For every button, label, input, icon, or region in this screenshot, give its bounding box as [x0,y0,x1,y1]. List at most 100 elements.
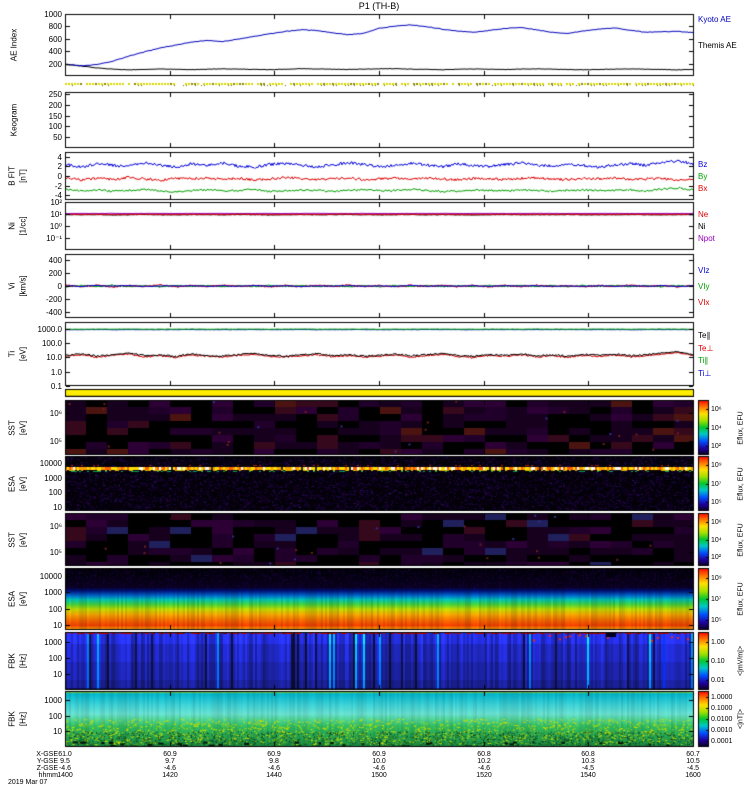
footer-value: 9.8 [269,758,279,765]
keogram-y-tick-label: 250 [48,90,62,99]
ti-y-tick-label: 1000.0 [37,325,62,334]
date-label: 2019 Mar 07 [8,779,48,786]
legend-ni-1: Ni [698,222,706,231]
footer-value: 60.9 [267,751,281,758]
fbk-e-colorbar-tick: 0.10 [711,658,725,665]
footer-value: 1540 [580,772,596,779]
footer-row-label: X-GSE [36,751,58,758]
fbk-e-y-tick-label: 1000 [44,638,62,647]
sst-elec-y-tick-label: 10⁵ [49,548,62,557]
esa-elec-colorbar-tick: 10⁷ [711,596,722,603]
footer-value: 60.7 [686,751,700,758]
footer-value: 10.3 [581,758,595,765]
fbk-e-colorbar-label: <|mV/m|> [737,645,745,677]
fbk-e-colorbar-tick: 0.01 [711,677,725,684]
sst-elec-colorbar-tick: 10⁴ [711,537,722,544]
sst-ion-y-tick-label: 10⁶ [49,409,62,418]
footer-value: -4.6 [477,765,491,772]
footer-value: 9.5 [60,758,70,765]
sst-elec-axis-label: [eV] [18,532,28,548]
sst-ion-colorbar-tick: 10⁶ [711,406,722,413]
legend-ae-index-1: Themis AE [698,41,737,50]
fbk-e-axis-label: FBK [7,653,17,669]
esa-elec-colorbar-tick: 10⁵ [711,617,722,624]
vi-y-tick-label: 400 [48,256,62,265]
esa-elec-y-tick-label: 100 [48,605,62,614]
fbk-b-y-tick-label: 100 [48,712,62,721]
footer-value: 10.0 [372,758,386,765]
footer-value: 1420 [162,772,178,779]
esa-elec-axis-label: [eV] [18,591,28,607]
legend-ti-2: Ti∥ [698,356,709,365]
page-title: P1 (TH-B) [358,1,400,11]
footer-value: 1600 [685,772,701,779]
footer-value: -4.6 [58,765,72,772]
footer-value: 60.8 [581,751,595,758]
ae-index-y-tick-label: 200 [48,60,62,69]
fbk-b-colorbar-label: <|nT|> [737,709,745,729]
keogram-y-tick-label: 50 [53,133,62,142]
footer-row-label: hhmm [38,772,58,779]
esa-ion-y-tick-label: 1000 [44,474,62,483]
vi-y-tick-label: 0 [57,282,62,291]
ni-y-tick-label: 10⁰ [49,222,62,231]
esa-ion-colorbar-label: Eflux, EFU [737,467,745,501]
footer-row-label: Y-GSE [36,758,58,765]
legend-ti-1: Te⊥ [698,344,714,353]
sst-elec-y-tick-label: 10⁶ [49,522,62,531]
esa-elec-y-tick-label: 1000 [44,588,62,597]
b-fit-axis-label: [nT] [18,169,28,183]
legend-b-fit-0: Bz [698,160,708,169]
fbk-e-y-tick-label: 10 [53,670,62,679]
fbk-b-colorbar-tick: 1.0000 [711,694,733,701]
keogram-y-tick-label: 100 [48,122,62,131]
legend-ni-0: Ne [698,210,709,219]
footer-value: -4.5 [686,765,700,772]
esa-elec-y-tick-label: 10 [53,621,62,630]
footer-row-label: Z-GSE [36,765,58,772]
legend-vi-2: VIx [698,298,710,307]
keogram-y-tick-label: 200 [48,101,62,110]
b-fit-y-tick-label: 0 [57,172,62,181]
esa-ion-axis-label: [eV] [18,476,28,492]
footer-value: -4.5 [581,765,595,772]
ti-y-tick-label: 100.0 [41,339,62,348]
ae-index-axis-label: AE Index [9,28,19,62]
legend-ae-index-0: Kyoto AE [698,15,731,24]
footer-value: 10.5 [686,758,700,765]
fbk-e-y-tick-label: 100 [48,654,62,663]
footer-value: 61.0 [58,751,72,758]
footer-value: 60.8 [477,751,491,758]
esa-ion-axis-label: ESA [7,475,17,493]
ti-axis-label: Ti [7,350,17,358]
vi-axis-label: [km/s] [18,275,28,297]
fbk-b-axis-label: [Hz] [18,711,28,727]
legend-ni-2: Npot [698,234,715,243]
legend-b-fit-2: Bx [698,184,708,193]
legend-ti-0: Te∥ [698,331,711,340]
footer-value: 60.9 [163,751,177,758]
footer-value: 60.9 [372,751,386,758]
b-fit-y-tick-label: -2 [54,182,62,191]
ni-axis-label: [1/cc] [18,216,28,236]
fbk-b-colorbar-tick: 0.0100 [711,716,733,723]
keogram-y-tick-label: 150 [48,112,62,121]
ti-axis-label: [eV] [18,346,28,362]
fbk-e-axis-label: [Hz] [18,653,28,669]
sst-elec-colorbar-tick: 10² [711,554,722,561]
keogram-axis-label: Keogram [9,103,19,137]
sst-ion-colorbar-label: Eflux, EFU [737,411,745,445]
ae-index-y-tick-label: 400 [48,47,62,56]
footer-value: 1440 [266,772,282,779]
footer-value: 10.2 [477,758,491,765]
fbk-b-colorbar-tick: 0.0001 [711,738,733,745]
legend-b-fit-1: By [698,172,708,181]
b-fit-axis-label: B FIT [7,166,17,186]
legend-ti-3: Ti⊥ [698,369,712,378]
fbk-b-colorbar-tick: 0.1000 [711,705,733,712]
footer-value: -4.6 [163,765,177,772]
ae-index-y-tick-label: 1000 [44,10,62,19]
sst-elec-axis-label: SST [7,532,17,548]
fbk-b-y-tick-label: 1000 [44,696,62,705]
